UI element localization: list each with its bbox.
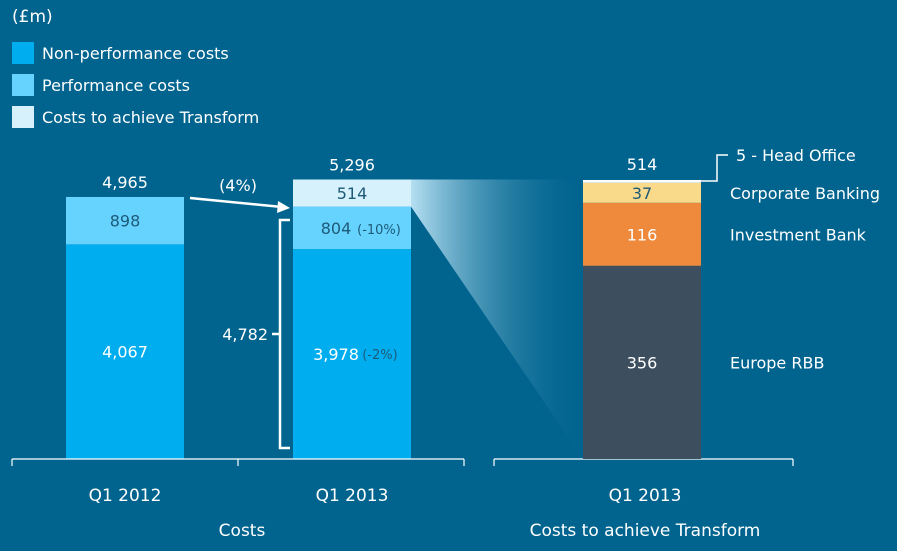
legend-swatch xyxy=(12,106,34,128)
callout-label: 5 - Head Office xyxy=(736,146,856,165)
legend: Non-performance costs Performance costs Co… xyxy=(12,42,259,128)
total-label: 4,965 xyxy=(102,173,148,192)
segment-label: 898 xyxy=(110,212,141,231)
x-axis xyxy=(11,458,465,466)
bar-segment xyxy=(66,244,184,459)
category-label: Q1 2012 xyxy=(89,486,162,506)
category-label: Q1 2013 xyxy=(609,486,682,506)
total-label: 5,296 xyxy=(329,156,375,175)
bar-segment xyxy=(293,206,411,250)
segment-label: 3,978 xyxy=(313,345,359,364)
segment-name: Investment Bank xyxy=(730,225,867,244)
segment-label: 116 xyxy=(627,225,658,244)
callout-line xyxy=(701,154,728,182)
axis-title: Costs to achieve Transform xyxy=(530,521,761,541)
segment-label: 514 xyxy=(337,184,368,203)
legend-label: Costs to achieve Transform xyxy=(42,108,259,127)
legend-swatch xyxy=(12,42,34,64)
bracket xyxy=(272,218,290,450)
arrow-line xyxy=(189,196,283,209)
bar-segment xyxy=(293,249,411,459)
unit-label: (£m) xyxy=(12,7,53,27)
segment-label: 804 xyxy=(321,219,352,238)
legend-label: Performance costs xyxy=(42,76,190,95)
x-axis xyxy=(493,458,794,466)
change-label: (4%) xyxy=(219,176,257,195)
bars: 4,067 898 4,965 Q1 2012 3,978 804 514 5,296 Q1 2… xyxy=(11,146,880,541)
change-label: (-2%) xyxy=(362,348,397,363)
axis-title: Costs xyxy=(219,521,266,541)
legend-label: Non-performance costs xyxy=(42,44,229,63)
bar-segment xyxy=(293,179,411,207)
segment-label: 4,067 xyxy=(102,343,148,362)
change-label: (-10%) xyxy=(357,223,401,238)
category-label: Q1 2013 xyxy=(316,486,389,506)
bar-segment xyxy=(583,180,701,183)
arrow-head xyxy=(277,201,290,213)
total-label: 514 xyxy=(627,155,658,174)
segment-name: Europe RBB xyxy=(730,353,824,372)
bar-segment xyxy=(583,182,701,203)
bracket-label: 4,782 xyxy=(222,325,268,344)
segment-name: Corporate Banking xyxy=(730,184,880,203)
segment-label: 356 xyxy=(627,353,658,372)
bar-segment xyxy=(66,196,184,245)
transform-fan xyxy=(411,179,583,459)
bar-segment xyxy=(583,202,701,266)
legend-swatch xyxy=(12,74,34,96)
bar-segment xyxy=(583,265,701,459)
segment-label: 37 xyxy=(632,184,652,203)
